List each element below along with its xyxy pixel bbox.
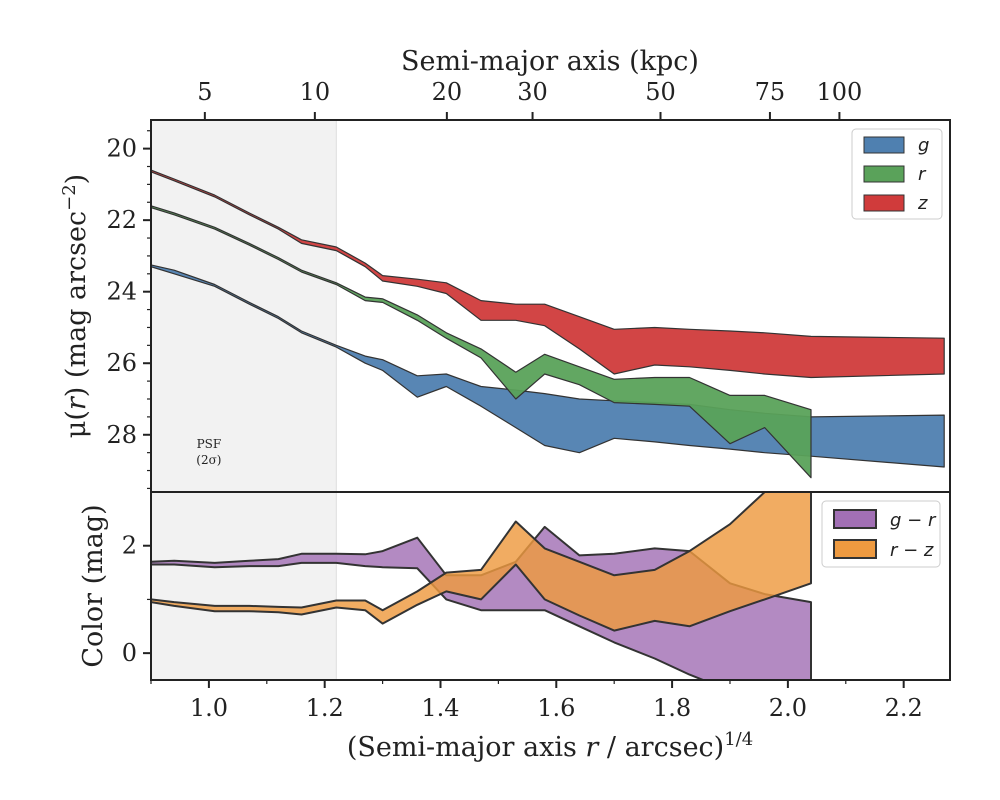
xtick-label: 1.4 [421,694,459,722]
color-series [151,492,812,680]
bottom-ytick-label: 0 [122,639,137,667]
xtick-label: 1.0 [190,694,228,722]
top-band-1 [151,205,812,479]
bottom-axes-frame [150,491,951,681]
legend-swatch [833,539,877,559]
xtick-label: 2.2 [885,694,923,722]
kpc-tick-label: 30 [517,78,548,106]
surface-brightness-panel: 20 22 24 26 28 5 10 20 30 50 75 100 Semi-major axi… [59,46,951,493]
xlabel-var: r [585,732,600,763]
top-ytick-label: 26 [106,349,137,377]
bottom-band-1 [151,492,812,632]
top-y-ticks: 20 22 24 26 28 [106,130,151,490]
legend-label: z [917,193,928,214]
kpc-tick-label: 5 [197,78,212,106]
ylabel-post: ) (mag arcsec [61,211,92,397]
top-ytick-label: 28 [106,421,137,449]
ylabel-var: r [61,395,92,410]
legend-swatch [863,194,905,212]
kpc-tick-label: 100 [817,78,863,106]
xtick-label: 1.6 [537,694,575,722]
kpc-tick-label: 50 [645,78,676,106]
color-axis-title: Color (mag) [78,504,109,667]
bottom-y-ticks: 02 [122,532,151,667]
color-panel: 02 1.0 1.2 1.4 1.6 1.8 2.0 2.2 Color (mag) (Se… [78,491,951,763]
psf-region-top [151,120,337,492]
legend-label: g − r [890,510,937,531]
xtick-label: 1.2 [306,694,344,722]
ylabel-pre: μ( [61,410,92,438]
radius-axis-title: (Semi-major axis r / arcsec)1/4 [347,729,753,763]
bottom-ytick-label: 2 [122,532,137,560]
psf-annotation-line2: (2σ) [196,453,221,467]
kpc-ticks: 5 10 20 30 50 75 100 [197,78,862,120]
color-legend: g − r r − z [821,500,941,568]
kpc-tick-label: 20 [432,78,463,106]
surface-brightness-legend: grz [851,128,943,220]
top-ytick-label: 22 [106,206,137,234]
xlabel-pre: (Semi-major axis [347,732,586,763]
psf-region-bottom [151,492,337,680]
xlabel-post: / arcsec) [598,732,724,763]
surface-brightness-series [151,169,945,479]
legend-swatch [833,509,877,529]
bottom-x-ticks: 1.0 1.2 1.4 1.6 1.8 2.0 2.2 [150,680,923,722]
top-ytick-label: 20 [106,135,137,163]
xlabel-sup: 1/4 [724,729,753,750]
legend-swatch [863,136,905,154]
top-ytick-label: 24 [106,278,137,306]
psf-annotation-line1: PSF [197,437,222,451]
bottom-band-0 [151,525,812,680]
legend-swatch [863,165,905,183]
top-band-2 [151,169,945,379]
legend-label: r [918,164,927,185]
xtick-label: 2.0 [769,694,807,722]
kpc-tick-label: 75 [755,78,786,106]
legend-label: r − z [890,540,934,561]
psf-annotation: PSF (2σ) [196,437,221,467]
ylabel-sup: −2 [59,184,80,211]
surface-brightness-axis-title: μ(r) (mag arcsec−2) [59,174,92,438]
kpc-tick-label: 10 [300,78,331,106]
legend-label: g [918,135,929,156]
xtick-label: 1.8 [653,694,691,722]
ylabel-end: ) [61,174,92,185]
psf-shade-top [151,120,337,492]
kpc-axis-title: Semi-major axis (kpc) [401,46,699,77]
psf-shade-bottom [151,492,337,680]
